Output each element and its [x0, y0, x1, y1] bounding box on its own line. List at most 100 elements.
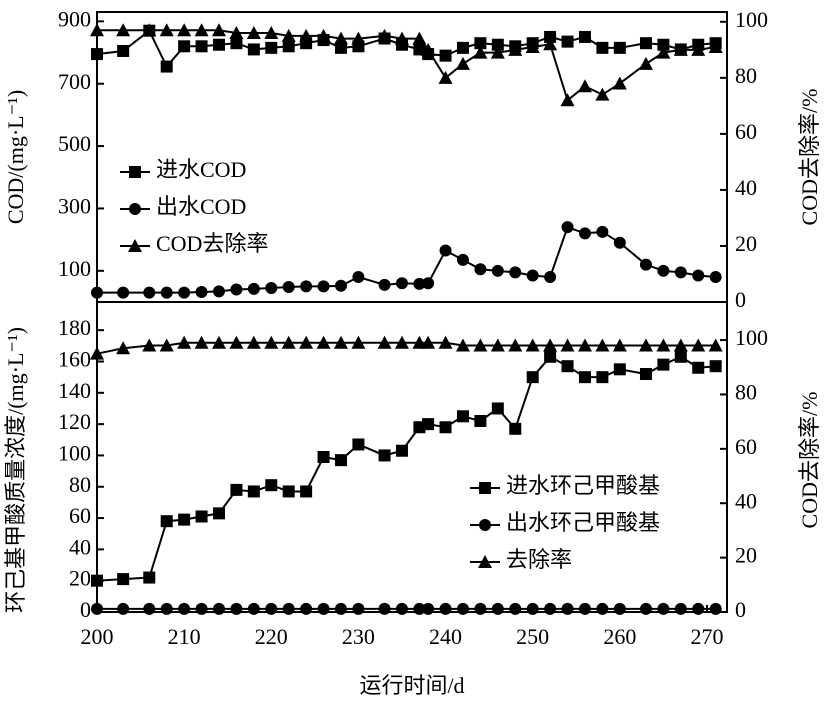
marker-triangle: [142, 338, 157, 352]
marker-circle: [613, 602, 626, 615]
marker-circle: [657, 602, 670, 615]
marker-square: [674, 350, 687, 363]
marker-circle: [265, 281, 278, 294]
marker-circle: [561, 221, 574, 234]
marker-triangle: [691, 42, 706, 56]
marker-square: [212, 507, 225, 520]
marker-triangle: [421, 42, 436, 56]
marker-square: [195, 510, 208, 523]
marker-square: [657, 38, 670, 51]
marker-triangle: [438, 70, 453, 84]
y2-tick-label: 40: [735, 175, 757, 200]
marker-triangle: [525, 40, 540, 54]
y-tick-label: 160: [58, 347, 91, 372]
y-axis-label: 环己基甲酸质量浓度/(mg·L⁻¹): [3, 327, 28, 613]
marker-triangle: [281, 335, 296, 349]
legend-label: 进水环己甲酸基: [506, 473, 660, 498]
marker-triangle: [394, 335, 409, 349]
marker-circle: [674, 266, 687, 279]
marker-circle: [613, 236, 626, 249]
marker-circle: [596, 602, 609, 615]
y2-tick-label: 80: [735, 380, 757, 405]
x-tick-label: 220: [255, 624, 288, 649]
marker-triangle: [455, 56, 470, 70]
marker-triangle: [194, 23, 209, 37]
marker-triangle: [211, 23, 226, 37]
y-tick-label: 80: [69, 472, 91, 497]
marker-square: [509, 422, 522, 435]
marker-triangle: [525, 338, 540, 352]
marker-circle: [561, 602, 574, 615]
y-tick-label: 20: [69, 566, 91, 591]
marker-triangle: [264, 335, 279, 349]
marker-triangle: [656, 338, 671, 352]
marker-triangle: [508, 338, 523, 352]
marker-triangle: [159, 338, 174, 352]
legend-label: 出水COD: [156, 194, 246, 219]
marker-circle: [456, 253, 469, 266]
y-tick-label: 0: [80, 597, 91, 622]
marker-triangle: [490, 338, 505, 352]
marker-triangle: [246, 335, 261, 349]
marker-square: [282, 485, 295, 498]
y-tick-label: 900: [58, 6, 91, 31]
marker-triangle: [351, 335, 366, 349]
marker-circle: [639, 258, 652, 271]
marker-circle: [247, 282, 260, 295]
marker-square: [613, 363, 626, 376]
marker-circle: [378, 278, 391, 291]
marker-square: [596, 41, 609, 54]
marker-square: [544, 30, 557, 43]
marker-triangle: [438, 335, 453, 349]
marker-triangle: [577, 79, 592, 93]
marker-circle: [578, 602, 591, 615]
series-line: [96, 355, 716, 582]
legend-marker: [479, 482, 491, 494]
marker-triangle: [708, 338, 723, 352]
marker-circle: [692, 269, 705, 282]
marker-square: [91, 574, 103, 587]
y2-tick-label: 60: [735, 434, 757, 459]
y-tick-label: 700: [58, 69, 91, 94]
marker-square: [578, 371, 591, 384]
marker-square: [395, 444, 408, 457]
y-tick-label: 180: [58, 315, 91, 340]
y-tick-label: 300: [58, 193, 91, 218]
marker-square: [709, 360, 722, 373]
marker-circle: [195, 602, 208, 615]
marker-square: [578, 30, 591, 43]
marker-circle: [509, 266, 522, 279]
marker-triangle: [377, 28, 392, 42]
marker-circle: [91, 602, 103, 615]
y2-tick-label: 100: [735, 325, 768, 350]
marker-triangle: [264, 26, 279, 40]
marker-square: [456, 410, 469, 423]
marker-circle: [282, 602, 295, 615]
marker-triangle: [560, 93, 575, 107]
marker-circle: [143, 602, 156, 615]
y2-tick-label: 80: [735, 63, 757, 88]
marker-circle: [709, 271, 722, 284]
marker-square: [160, 60, 173, 73]
x-tick-label: 240: [429, 624, 462, 649]
marker-circle: [491, 264, 504, 277]
marker-square: [439, 49, 452, 62]
marker-triangle: [543, 37, 558, 51]
y-tick-label: 500: [58, 131, 91, 156]
y-tick-label: 100: [58, 440, 91, 465]
marker-square: [456, 41, 469, 54]
marker-circle: [692, 602, 705, 615]
marker-square: [613, 41, 626, 54]
marker-square: [300, 485, 313, 498]
marker-circle: [230, 283, 243, 296]
y2-tick-label: 60: [735, 119, 757, 144]
marker-triangle: [656, 45, 671, 59]
marker-square: [334, 41, 347, 54]
marker-circle: [674, 602, 687, 615]
marker-square: [378, 449, 391, 462]
marker-triangle: [229, 26, 244, 40]
marker-square: [491, 38, 504, 51]
y2-tick-label: 20: [735, 231, 757, 256]
marker-triangle: [543, 338, 558, 352]
marker-triangle: [673, 338, 688, 352]
